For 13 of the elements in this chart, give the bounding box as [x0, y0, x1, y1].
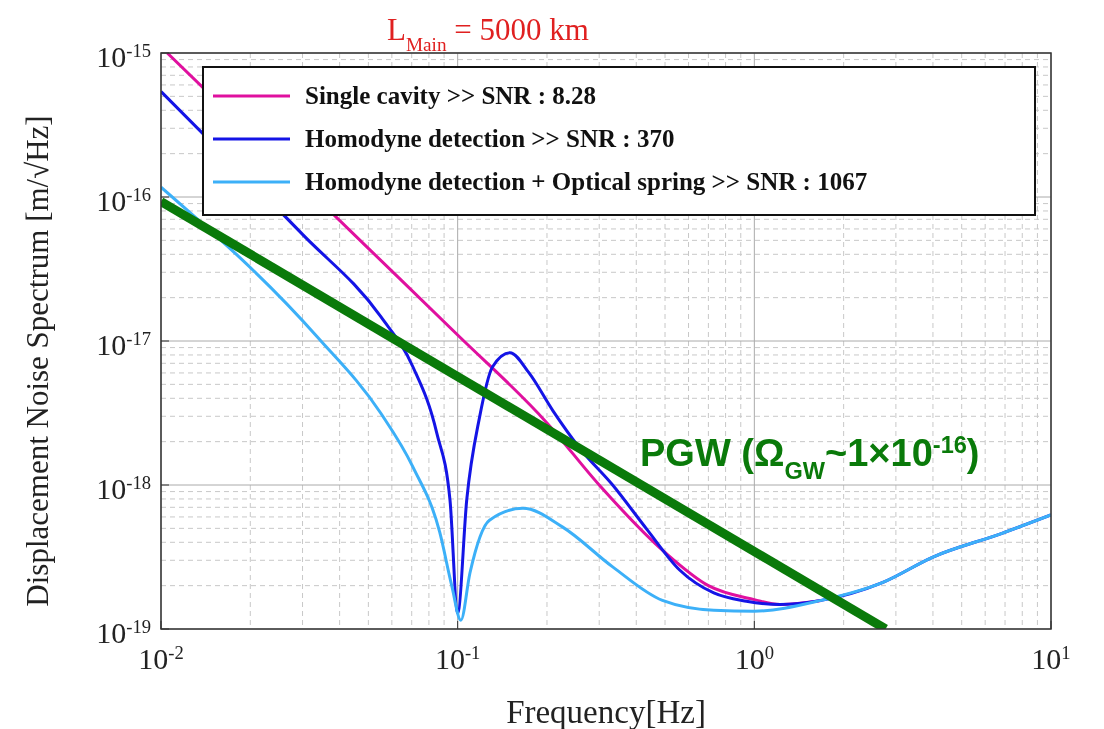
legend-label: Homodyne detection + Optical spring >> SNR : 1067 [305, 168, 868, 195]
annotation: PGW (Ω$_{GW}$~1×10$^{-16}$) [640, 432, 980, 484]
y-tick-label: 10$^{-17}$ [96, 327, 151, 361]
y-tick-label: 10$^{-15}$ [96, 39, 151, 73]
legend-label: Homodyne detection >> SNR : 370 [305, 125, 675, 152]
y-tick-label: 10$^{-18}$ [96, 471, 151, 505]
y-axis-title: Displacement Noise Spectrum [m/√Hz] [20, 115, 55, 607]
x-tick-label: 10$^{1}$ [1031, 641, 1071, 675]
chart-title: L$_{Main}$ = 5000 km [387, 12, 589, 55]
x-tick-label: 10$^{0}$ [734, 641, 774, 675]
legend-label: Single cavity >> SNR : 8.28 [305, 82, 596, 109]
x-tick-label: 10$^{-1}$ [434, 641, 481, 675]
y-tick-label: 10$^{-16}$ [96, 183, 151, 217]
